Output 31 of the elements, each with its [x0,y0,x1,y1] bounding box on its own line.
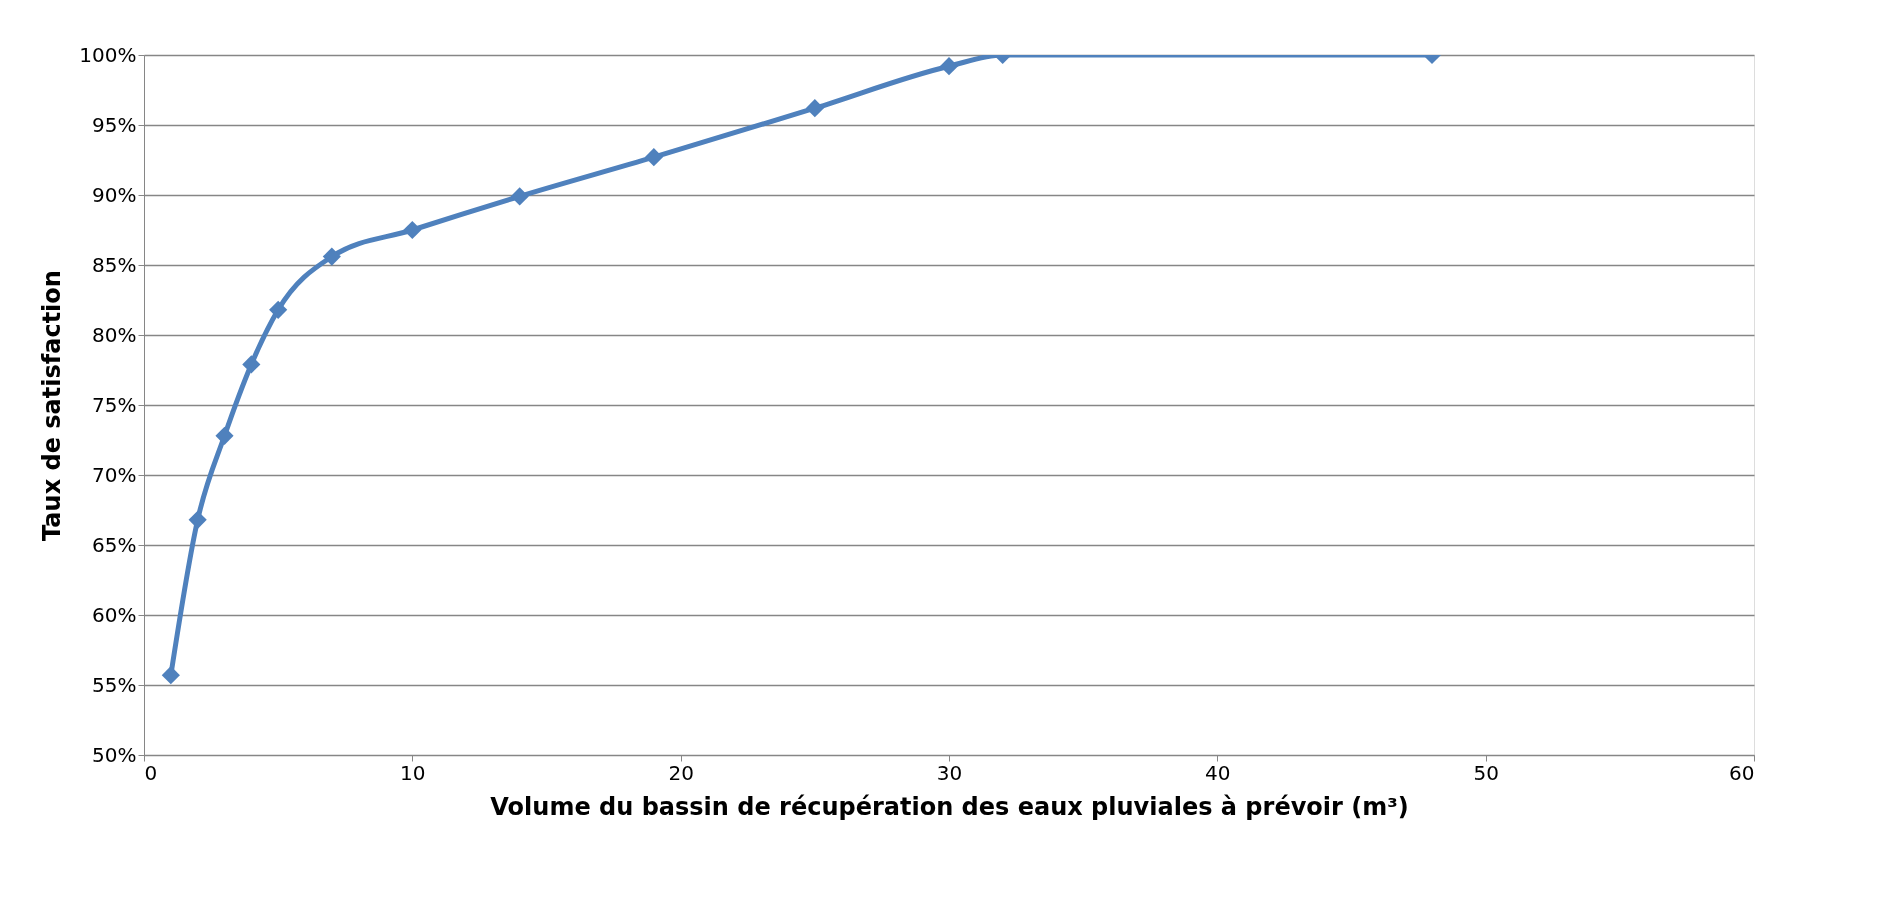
y-tick-label: 100% [79,42,137,67]
y-axis-title: Taux de satisfaction [38,270,67,541]
point [188,510,207,529]
point [242,355,261,374]
x-tick-label: 10 [400,760,426,785]
point [510,187,529,206]
x-tick-label: 60 [1729,760,1755,785]
y-tick-label: 85% [92,252,137,277]
point [215,426,234,445]
x-tick-label: 20 [668,760,694,785]
point [805,99,824,118]
y-tick-label: 60% [92,602,137,627]
y-tick-label: 75% [92,392,137,417]
point [161,666,180,685]
point [322,247,341,266]
y-tick-label: 55% [92,672,137,697]
x-tick-label: 0 [144,760,158,785]
x-tick-label: 40 [1205,760,1231,785]
x-tick-label: 30 [936,760,963,785]
x-tick-label: 50 [1473,760,1499,785]
y-tick-label: 65% [92,532,137,557]
y-tick-label: 90% [92,182,137,207]
y-tick-label: 70% [92,462,137,487]
y-tick-label: 50% [92,742,137,767]
y-tick-label: 80% [92,322,137,347]
point [269,300,288,319]
point [939,57,959,76]
point [644,148,663,167]
x-axis-title: Volume du bassin de récupération des eaux pluviales à prévoir (m³) [490,792,1409,821]
point [403,220,422,240]
y-tick-label: 95% [92,112,137,137]
